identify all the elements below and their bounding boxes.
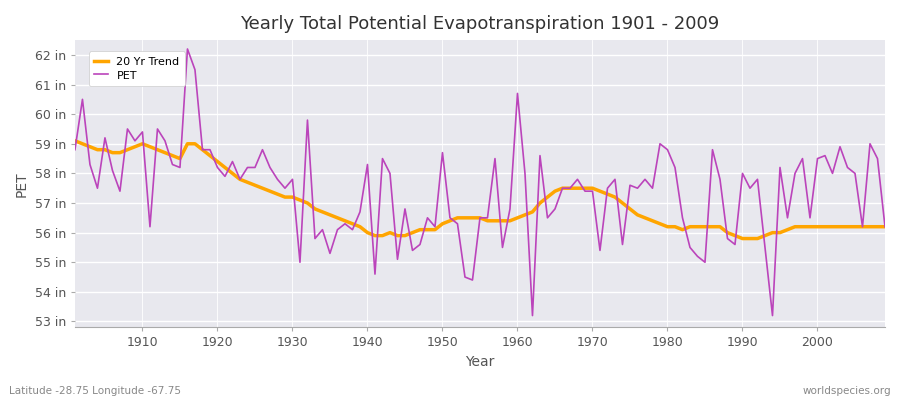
20 Yr Trend xyxy=(512,216,523,220)
Line: PET: PET xyxy=(75,49,885,316)
PET xyxy=(182,46,193,51)
20 Yr Trend xyxy=(339,218,350,223)
PET xyxy=(617,242,628,247)
PET xyxy=(879,224,890,229)
20 Yr Trend xyxy=(130,144,140,149)
Text: worldspecies.org: worldspecies.org xyxy=(803,386,891,396)
Title: Yearly Total Potential Evapotranspiration 1901 - 2009: Yearly Total Potential Evapotranspiratio… xyxy=(240,15,720,33)
Line: 20 Yr Trend: 20 Yr Trend xyxy=(75,141,885,238)
Legend: 20 Yr Trend, PET: 20 Yr Trend, PET xyxy=(88,52,185,86)
20 Yr Trend xyxy=(879,224,890,229)
20 Yr Trend xyxy=(737,236,748,241)
Y-axis label: PET: PET xyxy=(15,171,29,196)
X-axis label: Year: Year xyxy=(465,355,495,369)
PET xyxy=(69,147,80,152)
Text: Latitude -28.75 Longitude -67.75: Latitude -28.75 Longitude -67.75 xyxy=(9,386,181,396)
PET xyxy=(347,227,358,232)
20 Yr Trend xyxy=(69,138,80,143)
PET xyxy=(519,171,530,176)
20 Yr Trend xyxy=(505,218,516,223)
PET xyxy=(130,138,140,143)
PET xyxy=(527,313,538,318)
PET xyxy=(302,118,313,122)
PET xyxy=(512,91,523,96)
20 Yr Trend xyxy=(294,198,305,202)
20 Yr Trend xyxy=(602,192,613,196)
